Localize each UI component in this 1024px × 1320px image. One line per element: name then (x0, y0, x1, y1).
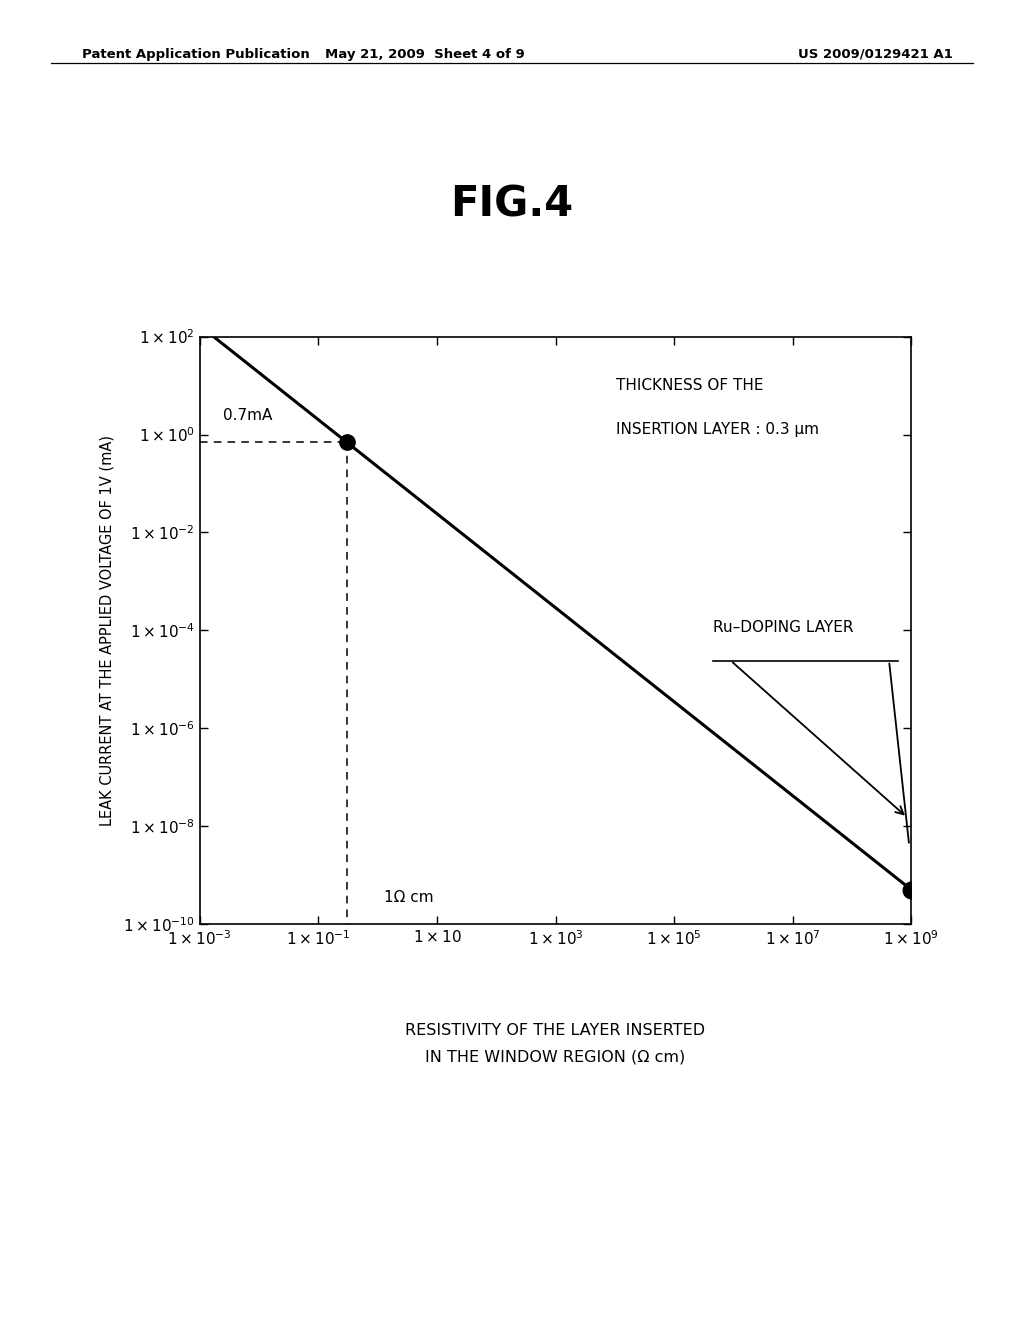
Text: US 2009/0129421 A1: US 2009/0129421 A1 (798, 48, 952, 61)
Text: 1Ω cm: 1Ω cm (384, 890, 434, 904)
Text: RESISTIVITY OF THE LAYER INSERTED: RESISTIVITY OF THE LAYER INSERTED (406, 1023, 706, 1038)
Y-axis label: LEAK CURRENT AT THE APPLIED VOLTAGE OF 1V (mA): LEAK CURRENT AT THE APPLIED VOLTAGE OF 1… (99, 434, 115, 826)
Text: IN THE WINDOW REGION (Ω cm): IN THE WINDOW REGION (Ω cm) (425, 1049, 686, 1064)
Text: 0.7mA: 0.7mA (223, 408, 272, 422)
Text: Patent Application Publication: Patent Application Publication (82, 48, 309, 61)
Text: Ru–DOPING LAYER: Ru–DOPING LAYER (713, 620, 853, 635)
Text: May 21, 2009  Sheet 4 of 9: May 21, 2009 Sheet 4 of 9 (325, 48, 525, 61)
Text: THICKNESS OF THE: THICKNESS OF THE (616, 378, 764, 393)
Text: INSERTION LAYER : 0.3 μm: INSERTION LAYER : 0.3 μm (616, 422, 819, 437)
Text: FIG.4: FIG.4 (451, 183, 573, 226)
